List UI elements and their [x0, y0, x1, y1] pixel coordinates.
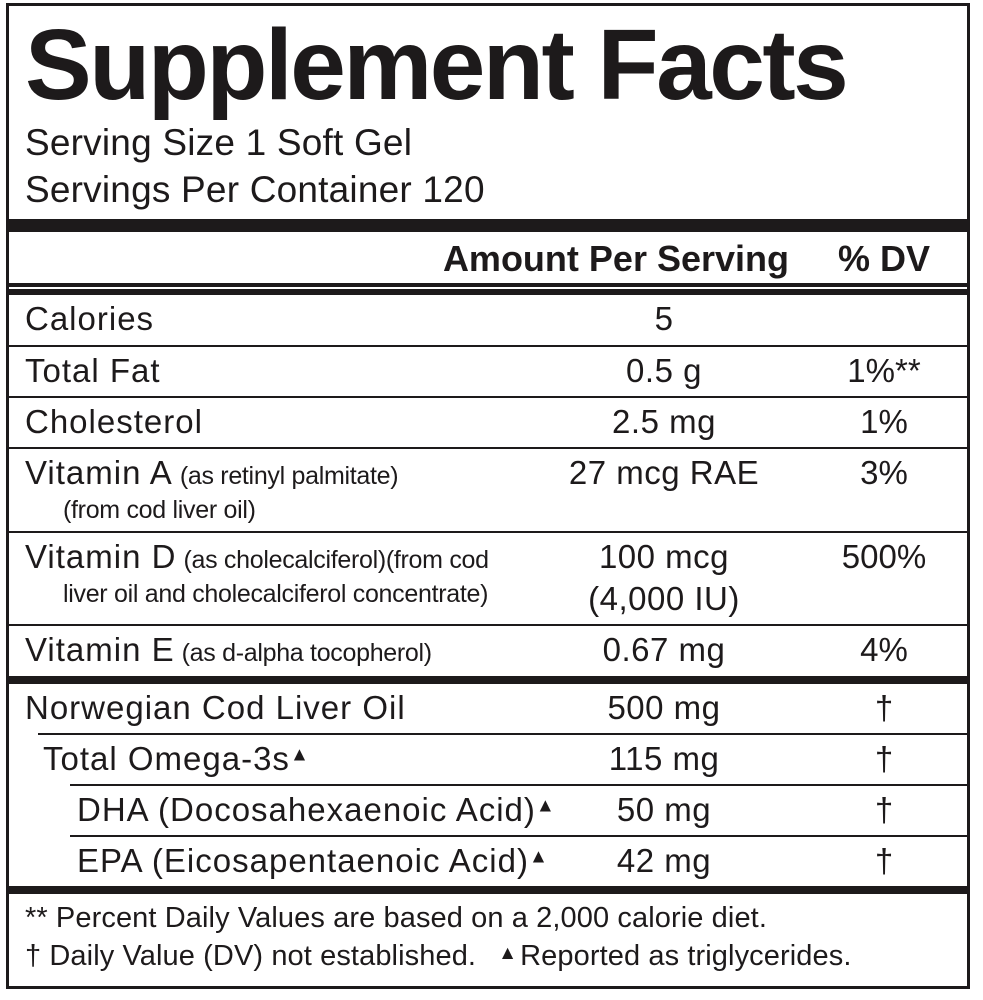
dv-cell: 4%	[860, 631, 908, 669]
nutrient-source-note: (as cholecalciferol)(from cod	[183, 545, 489, 574]
amount-cell: 27 mcg RAE	[568, 454, 760, 492]
nutrient-name: Total Omega-3s▲	[43, 739, 309, 777]
row-total-fat: Total Fat 0.5 g 1%**	[9, 344, 967, 396]
row-vitamin-e: Vitamin E (as d-alpha tocopherol) 0.67 mg…	[9, 624, 967, 675]
dv-cell: †	[874, 688, 894, 726]
dv-cell: 1%	[860, 402, 908, 440]
nutrient-source-note-line2: (from cod liver oil)	[63, 496, 256, 525]
dv-cell: 3%	[860, 454, 908, 492]
footnote-daily-values: ** Percent Daily Values are based on a 2…	[25, 902, 767, 935]
nutrient-name: Total Fat	[25, 351, 161, 389]
footnote-triglycerides-text: Reported as triglycerides.	[520, 940, 852, 973]
row-epa: EPA (Eicosapentaenoic Acid)▲ 42 mg †	[9, 837, 967, 886]
label-header: Supplement Facts Serving Size 1 Soft Gel…	[9, 6, 967, 219]
nutrient-name: Vitamin A (as retinyl palmitate) (from co…	[25, 452, 519, 527]
label-title: Supplement Facts	[25, 9, 849, 121]
amount-cell: 2.5 mg	[612, 402, 716, 440]
divider-bar-section	[9, 675, 967, 684]
amount-cell: 50 mg	[616, 791, 712, 829]
footnote-dv-not-established: † Daily Value (DV) not established. ▲ Repo…	[25, 938, 951, 976]
amount-cell: 100 mcg (4,000 IU)	[519, 536, 809, 620]
nutrient-source-note: (as retinyl palmitate)	[179, 462, 399, 491]
nutrient-name: EPA (Eicosapentaenoic Acid)▲	[77, 842, 548, 880]
triangle-marker-icon: ▲	[289, 744, 309, 766]
nutrient-source-note: (as d-alpha tocopherol)	[181, 639, 433, 668]
divider-bar-medium	[9, 289, 967, 296]
nutrient-name: DHA (Docosahexaenoic Acid)▲	[77, 791, 555, 829]
row-total-omega-3s: Total Omega-3s▲ 115 mg †	[9, 735, 967, 784]
row-calories: Calories 5	[9, 295, 967, 344]
amount-cell: 115 mg	[608, 739, 720, 777]
supplement-facts-label: Supplement Facts Serving Size 1 Soft Gel…	[6, 3, 970, 990]
table-header-row: Amount Per Serving % DV	[9, 232, 967, 288]
triangle-marker-icon: ▲	[535, 795, 555, 817]
sub-row-rule	[38, 732, 967, 735]
nutrient-name: Vitamin D (as cholecalciferol)(from cod l…	[25, 536, 519, 611]
amount-cell: 5	[654, 300, 674, 338]
row-cod-liver-oil: Norwegian Cod Liver Oil 500 mg †	[9, 684, 967, 733]
amount-cell: 500 mg	[607, 688, 721, 726]
serving-size: Serving Size 1 Soft Gel	[25, 122, 413, 163]
amount-cell: 42 mg	[616, 842, 712, 880]
nutrient-name: Calories	[25, 300, 155, 338]
percent-dv-header: % DV	[837, 238, 931, 280]
sub-row-rule	[70, 784, 967, 787]
row-dha: DHA (Docosahexaenoic Acid)▲ 50 mg †	[9, 786, 967, 835]
dv-cell: 1%**	[847, 351, 921, 389]
row-cholesterol: Cholesterol 2.5 mg 1%	[9, 395, 967, 447]
servings-per-container: Servings Per Container 120	[25, 168, 485, 210]
amount-line1: 100 mcg	[598, 537, 730, 575]
amount-cell: 0.67 mg	[602, 631, 726, 669]
dv-cell: †	[874, 842, 894, 880]
footnote-dagger-text: † Daily Value (DV) not established.	[25, 940, 477, 973]
triangle-marker-icon: ▲	[498, 943, 518, 965]
amount-per-serving-header: Amount Per Serving	[442, 238, 789, 280]
divider-bar-thick	[9, 219, 967, 233]
divider-bar-footnotes	[9, 886, 967, 895]
row-vitamin-d: Vitamin D (as cholecalciferol)(from cod l…	[9, 530, 967, 624]
nutrient-source-note-line2: liver oil and cholecalciferol concentrat…	[63, 580, 489, 609]
amount-line2: (4,000 IU)	[588, 580, 740, 618]
row-vitamin-a: Vitamin A (as retinyl palmitate) (from co…	[9, 447, 967, 531]
nutrient-name: Cholesterol	[25, 402, 203, 440]
dv-cell: 500%	[841, 537, 927, 575]
sub-row-rule	[70, 835, 967, 838]
nutrient-name: Norwegian Cod Liver Oil	[25, 688, 406, 726]
dv-cell: †	[874, 739, 894, 777]
footnotes: ** Percent Daily Values are based on a 2…	[9, 894, 967, 986]
triangle-marker-icon: ▲	[528, 846, 548, 868]
nutrient-name: Vitamin E (as d-alpha tocopherol)	[25, 631, 433, 669]
amount-cell: 0.5 g	[626, 351, 702, 389]
dv-cell: †	[874, 791, 894, 829]
